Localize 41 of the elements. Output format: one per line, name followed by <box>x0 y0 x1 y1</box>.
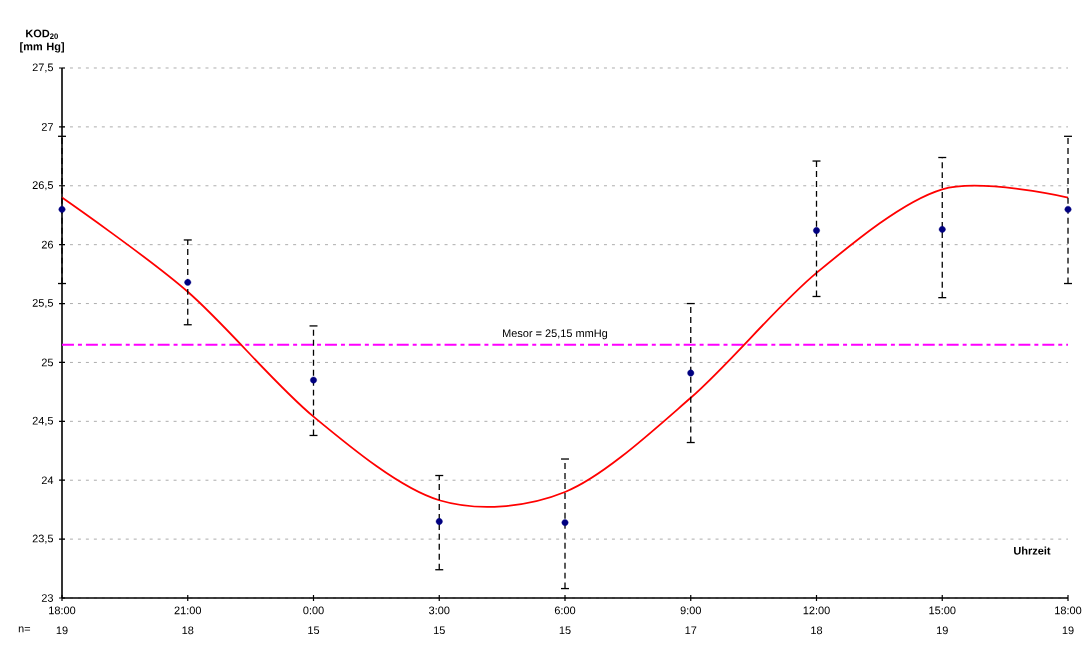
point <box>435 518 443 525</box>
y-tick-label: 23,5 <box>32 534 54 544</box>
text: 15 <box>308 626 320 635</box>
point <box>58 205 66 213</box>
x-tick-label: 18:00 <box>49 606 76 615</box>
text: 17 <box>685 626 697 634</box>
y-tick-label: 27 <box>41 123 53 131</box>
point <box>813 227 820 234</box>
text: 15 <box>559 626 571 635</box>
x-tick-label: 3:00 <box>429 606 450 615</box>
text: 19 <box>56 626 68 635</box>
text: 18 <box>811 626 823 635</box>
x-tick-label: 12:00 <box>803 606 830 615</box>
y-tick-label: 23 <box>41 594 54 602</box>
y-tick-label: 27,5 <box>32 63 54 73</box>
x-tick-label: 9:00 <box>680 606 701 615</box>
y-tick-label: 24,5 <box>32 416 54 426</box>
point <box>938 225 946 233</box>
text: 18 <box>182 626 194 635</box>
x-tick-label: 0:00 <box>303 606 324 615</box>
x-axis-title: Uhrzeit <box>1014 546 1051 555</box>
point <box>310 376 317 384</box>
y-tick-label: 25 <box>41 358 54 367</box>
x-tick-label: 21:00 <box>174 606 202 615</box>
point <box>561 519 569 527</box>
y-tick-label: 24 <box>41 476 54 485</box>
point <box>687 369 695 377</box>
text: 15 <box>433 626 445 635</box>
text: 19 <box>936 626 948 635</box>
x-tick-label: 6:00 <box>554 606 576 615</box>
y-tick-label: 26,5 <box>32 181 54 191</box>
y-tick-label: 26 <box>41 240 54 249</box>
ref-line-label: Mesor = 25,15 mmHg <box>503 329 608 340</box>
point <box>1064 205 1072 213</box>
y-tick-label: 25,5 <box>32 299 54 309</box>
x-tick-label: 15:00 <box>929 606 956 615</box>
point <box>184 278 192 286</box>
text: n= <box>18 626 31 633</box>
x-tick-label: 18:00 <box>1055 606 1082 615</box>
text: 19 <box>1062 626 1074 635</box>
y-axis-title: KOD$_{20}$ [mm Hg] <box>20 29 64 53</box>
